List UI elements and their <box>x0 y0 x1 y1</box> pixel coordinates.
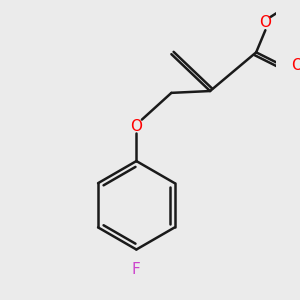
Text: F: F <box>132 262 141 278</box>
Text: O: O <box>291 58 300 73</box>
Text: O: O <box>130 118 142 134</box>
Text: O: O <box>260 15 272 30</box>
